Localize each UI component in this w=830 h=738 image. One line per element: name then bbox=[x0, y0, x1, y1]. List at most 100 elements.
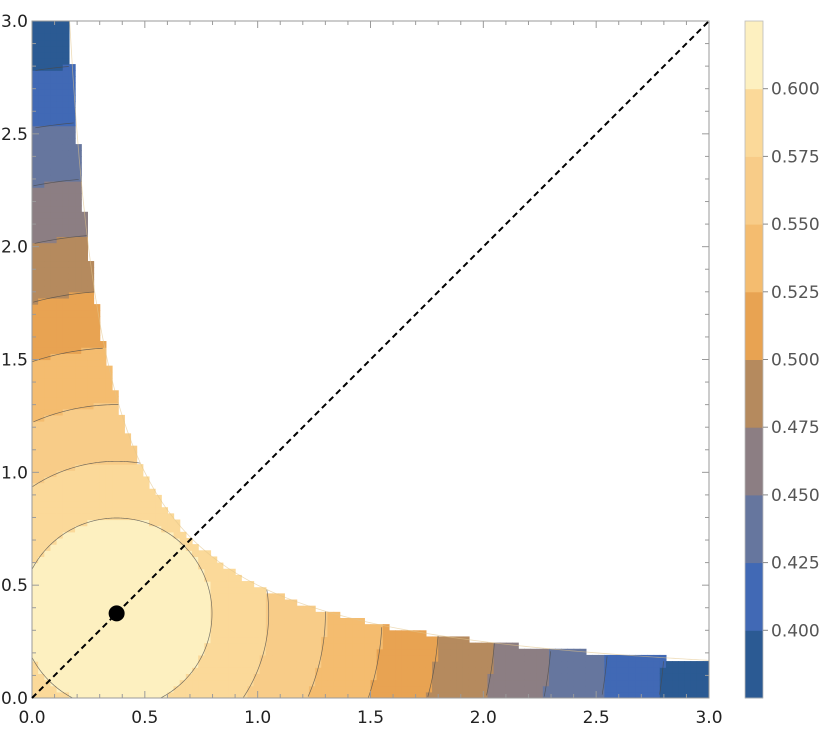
contour-cell bbox=[44, 513, 52, 521]
contour-cell bbox=[333, 611, 341, 619]
contour-cell bbox=[130, 476, 138, 484]
contour-cell bbox=[62, 562, 70, 570]
contour-cell bbox=[32, 88, 39, 96]
colorbar-segment bbox=[745, 427, 763, 496]
contour-cell bbox=[179, 691, 187, 698]
contour-cell bbox=[62, 334, 70, 342]
contour-cell bbox=[616, 654, 624, 662]
contour-cell bbox=[456, 667, 464, 674]
contour-cell bbox=[68, 113, 76, 121]
contour-cell bbox=[419, 679, 427, 687]
contour-cell bbox=[148, 593, 156, 601]
contour-cell bbox=[50, 581, 58, 588]
contour-cell bbox=[315, 685, 322, 693]
contour-cell bbox=[99, 488, 107, 496]
contour-cell bbox=[130, 464, 138, 471]
contour-cell bbox=[302, 630, 310, 638]
contour-cell bbox=[62, 101, 70, 108]
contour-cell bbox=[118, 501, 125, 508]
contour-cell bbox=[167, 581, 175, 588]
contour-cell bbox=[105, 501, 113, 508]
contour-cell bbox=[204, 685, 212, 693]
contour-cell bbox=[32, 427, 39, 434]
contour-cell bbox=[44, 445, 52, 453]
contour-cell bbox=[56, 156, 64, 164]
contour-cell bbox=[124, 525, 132, 533]
contour-cell bbox=[32, 439, 39, 447]
contour-line bbox=[33, 179, 551, 697]
contour-cell bbox=[87, 544, 95, 551]
contour-cell bbox=[672, 661, 679, 668]
contour-cell bbox=[185, 642, 193, 650]
contour-cell bbox=[87, 341, 95, 348]
contour-cell bbox=[112, 593, 119, 601]
contour-cell bbox=[505, 685, 513, 693]
contour-cell bbox=[75, 451, 82, 459]
contour-cell bbox=[75, 464, 82, 471]
contour-cell bbox=[32, 562, 39, 570]
contour-cell bbox=[32, 113, 39, 121]
contour-cell bbox=[50, 51, 58, 59]
contour-cell bbox=[524, 648, 532, 656]
contour-cell bbox=[105, 630, 113, 638]
contour-cell bbox=[50, 279, 58, 287]
contour-cell bbox=[32, 568, 39, 576]
contour-cell bbox=[56, 217, 64, 225]
contour-cell bbox=[62, 593, 70, 601]
contour-cell bbox=[62, 162, 70, 170]
contour-cell bbox=[93, 593, 101, 601]
contour-cell bbox=[68, 291, 76, 299]
contour-cell bbox=[32, 599, 39, 607]
contour-cell bbox=[690, 685, 698, 693]
contour-cell bbox=[407, 661, 415, 668]
contour-cell bbox=[253, 599, 261, 607]
contour-cell bbox=[44, 482, 52, 490]
contour-cell bbox=[81, 396, 88, 404]
contour-cell bbox=[481, 673, 489, 681]
contour-cell bbox=[444, 679, 452, 687]
contour-cell bbox=[265, 648, 273, 656]
contour-cell bbox=[702, 673, 709, 681]
contour-cell bbox=[44, 599, 52, 607]
contour-cell bbox=[62, 199, 70, 207]
contour-cell bbox=[167, 513, 175, 521]
contour-cell bbox=[81, 224, 88, 231]
contour-cell bbox=[112, 617, 119, 625]
contour-cell bbox=[302, 642, 310, 650]
contour-cell bbox=[308, 648, 316, 656]
contour-cell bbox=[38, 267, 45, 274]
contour-cell bbox=[44, 94, 52, 102]
contour-cell bbox=[93, 341, 101, 348]
contour-cell bbox=[44, 125, 52, 133]
contour-cell bbox=[302, 673, 310, 681]
contour-cell bbox=[56, 568, 64, 576]
contour-cell bbox=[598, 673, 605, 681]
contour-cell bbox=[62, 39, 70, 47]
contour-cell bbox=[198, 673, 205, 681]
contour-cell bbox=[56, 162, 64, 170]
contour-cell bbox=[44, 217, 52, 225]
contour-cell bbox=[345, 667, 353, 674]
contour-cell bbox=[296, 642, 304, 650]
contour-cell bbox=[148, 507, 156, 514]
contour-cell bbox=[142, 574, 150, 582]
contour-cell bbox=[573, 685, 581, 693]
contour-cell bbox=[38, 494, 45, 502]
contour-cell bbox=[93, 599, 101, 607]
contour-cell bbox=[68, 679, 76, 687]
contour-cell bbox=[192, 611, 199, 619]
contour-cell bbox=[548, 673, 556, 681]
contour-cell bbox=[352, 642, 359, 650]
contour-cell bbox=[265, 661, 273, 668]
contour-cell bbox=[32, 51, 39, 59]
contour-cell bbox=[99, 371, 107, 379]
contour-cell bbox=[456, 685, 464, 693]
contour-cell bbox=[179, 562, 187, 570]
contour-cell bbox=[68, 433, 76, 441]
contour-cell bbox=[161, 648, 168, 656]
contour-cell bbox=[87, 427, 95, 434]
contour-cell bbox=[32, 187, 39, 194]
contour-cell bbox=[68, 667, 76, 674]
contour-cell bbox=[68, 174, 76, 182]
contour-cell bbox=[456, 679, 464, 687]
